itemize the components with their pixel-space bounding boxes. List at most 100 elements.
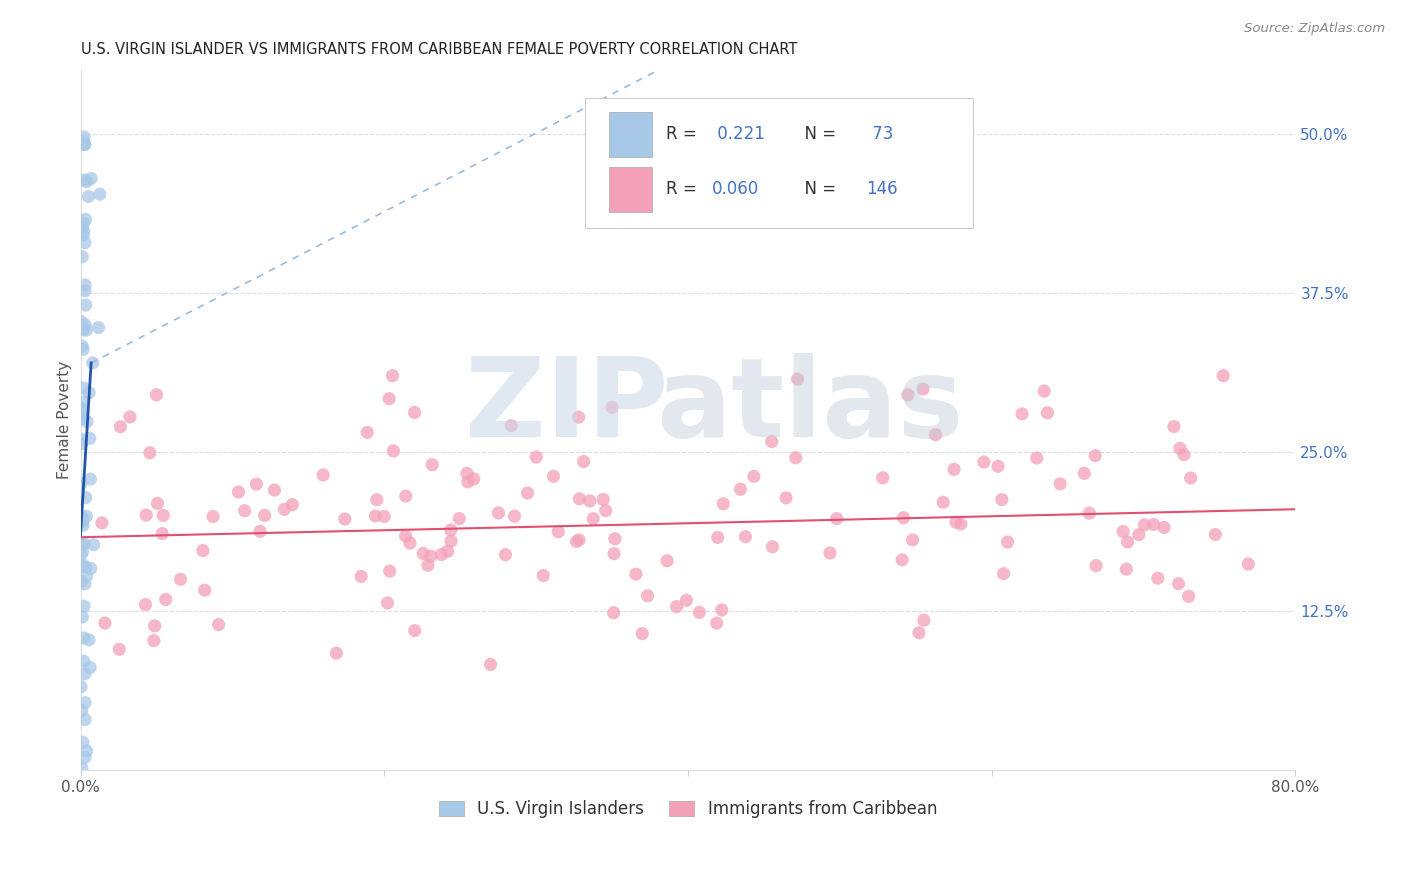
Point: [233, 504, 256, 518]
Text: Source: ZipAtlas.com: Source: ZipAtlas.com: [1244, 22, 1385, 36]
Point: [785, 450, 807, 465]
Point: [1180, 471, 1202, 485]
Point: [416, 558, 439, 573]
Point: [73, 577, 96, 591]
Text: R =: R =: [666, 180, 702, 198]
Point: [734, 530, 756, 544]
Point: [75, 175, 97, 189]
Point: [707, 530, 730, 544]
Point: [364, 508, 387, 523]
Text: U.S. VIRGIN ISLANDER VS IMMIGRANTS FROM CARIBBEAN FEMALE POVERTY CORRELATION CHA: U.S. VIRGIN ISLANDER VS IMMIGRANTS FROM …: [80, 42, 797, 57]
Text: 0.060: 0.060: [713, 180, 759, 198]
Point: [356, 425, 378, 440]
Point: [72, 395, 94, 409]
Point: [139, 446, 162, 460]
Text: N =: N =: [793, 125, 841, 144]
Point: [457, 475, 479, 489]
Point: [77, 189, 100, 203]
FancyBboxPatch shape: [609, 167, 651, 212]
Point: [1112, 524, 1135, 539]
Point: [79, 431, 101, 445]
Point: [897, 388, 920, 402]
Point: [924, 427, 946, 442]
Point: [1084, 449, 1107, 463]
Point: [134, 598, 156, 612]
Legend: U.S. Virgin Islanders, Immigrants from Caribbean: U.S. Virgin Islanders, Immigrants from C…: [432, 793, 943, 824]
Point: [72, 343, 94, 357]
Point: [742, 469, 765, 483]
Point: [603, 547, 626, 561]
Point: [72, 735, 94, 749]
Point: [75, 278, 97, 293]
Point: [430, 548, 453, 562]
Point: [72, 544, 94, 558]
Point: [479, 657, 502, 672]
Point: [72, 225, 94, 239]
Point: [145, 388, 167, 402]
Point: [70, 574, 93, 589]
Point: [80, 561, 103, 575]
Point: [91, 516, 114, 530]
Point: [579, 494, 602, 508]
Point: [382, 444, 405, 458]
Text: 146: 146: [866, 180, 898, 198]
Point: [603, 532, 626, 546]
Point: [87, 320, 110, 334]
Point: [1085, 558, 1108, 573]
Point: [333, 512, 356, 526]
Point: [657, 554, 679, 568]
Point: [70, 219, 93, 234]
Text: N =: N =: [793, 180, 841, 198]
Point: [420, 458, 443, 472]
Point: [378, 392, 401, 406]
Point: [75, 560, 97, 574]
Point: [595, 503, 617, 517]
Point: [565, 534, 588, 549]
Point: [273, 502, 295, 516]
Point: [69, 535, 91, 549]
Point: [1146, 571, 1168, 585]
Point: [543, 469, 565, 483]
Point: [1177, 590, 1199, 604]
Point: [761, 434, 783, 449]
Point: [72, 323, 94, 337]
Point: [191, 543, 214, 558]
Point: [872, 471, 894, 485]
Point: [72, 411, 94, 425]
Point: [786, 372, 808, 386]
Point: [1115, 562, 1137, 576]
Point: [908, 625, 931, 640]
Point: [155, 592, 177, 607]
Point: [75, 509, 97, 524]
FancyBboxPatch shape: [609, 112, 651, 157]
Point: [1153, 520, 1175, 534]
Point: [1128, 527, 1150, 541]
Point: [688, 606, 710, 620]
Point: [1073, 467, 1095, 481]
Point: [75, 750, 97, 764]
Point: [73, 713, 96, 727]
Point: [373, 509, 395, 524]
Point: [945, 515, 967, 529]
Text: atlas: atlas: [655, 352, 963, 459]
Point: [73, 137, 96, 152]
Point: [572, 454, 595, 468]
Point: [488, 506, 510, 520]
Point: [943, 462, 966, 476]
Point: [912, 613, 935, 627]
Point: [378, 564, 401, 578]
Point: [582, 511, 605, 525]
Point: [89, 187, 111, 202]
Point: [825, 511, 848, 525]
Point: [325, 646, 347, 660]
Point: [73, 173, 96, 187]
Point: [263, 483, 285, 497]
Point: [73, 130, 96, 145]
Point: [949, 516, 972, 531]
Point: [503, 509, 526, 524]
Point: [991, 492, 1014, 507]
Point: [706, 616, 728, 631]
Point: [281, 498, 304, 512]
Point: [70, 436, 93, 450]
Point: [72, 227, 94, 242]
